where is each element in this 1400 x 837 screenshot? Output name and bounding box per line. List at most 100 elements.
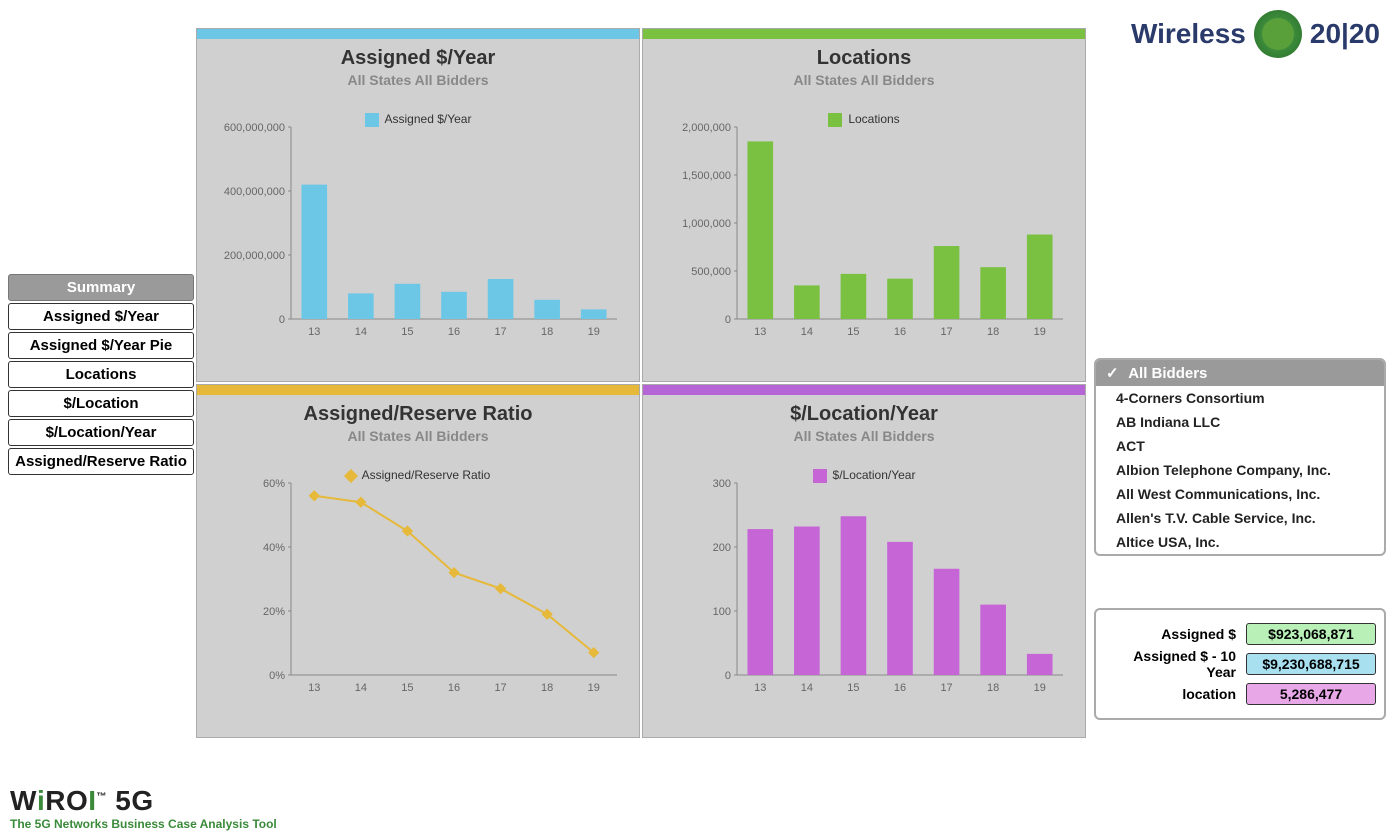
bar[interactable] — [794, 285, 820, 319]
panel-subtitle: All States All Bidders — [197, 428, 639, 444]
svg-text:0: 0 — [725, 670, 731, 682]
bidder-option-6[interactable]: Altice USA, Inc. — [1096, 530, 1384, 554]
nav-item-2[interactable]: Assigned $/Year Pie — [8, 332, 194, 359]
svg-text:1,500,000: 1,500,000 — [682, 170, 731, 182]
panel-subtitle: All States All Bidders — [643, 72, 1085, 88]
bidder-option-3[interactable]: Albion Telephone Company, Inc. — [1096, 458, 1384, 482]
marker-diamond-icon[interactable] — [309, 490, 320, 501]
svg-text:19: 19 — [588, 326, 600, 338]
panel-title: Assigned/Reserve Ratio — [197, 403, 639, 426]
svg-text:14: 14 — [801, 326, 813, 338]
panel-stripe — [197, 385, 639, 395]
brand-top-logo: Wireless 20|20 — [1131, 10, 1380, 58]
bar[interactable] — [441, 292, 467, 319]
svg-text:14: 14 — [355, 326, 367, 338]
marker-diamond-icon[interactable] — [355, 497, 366, 508]
chart-area: 010020030013141516171819 — [663, 477, 1073, 725]
nav-item-1[interactable]: Assigned $/Year — [8, 303, 194, 330]
bar[interactable] — [934, 246, 960, 319]
svg-text:15: 15 — [401, 326, 413, 338]
bidder-option-2[interactable]: ACT — [1096, 434, 1384, 458]
stats-label: Assigned $ - 10 Year — [1104, 648, 1246, 680]
svg-text:18: 18 — [541, 682, 553, 694]
bar[interactable] — [301, 185, 327, 319]
bar[interactable] — [887, 542, 913, 675]
marker-diamond-icon[interactable] — [495, 583, 506, 594]
bar[interactable] — [1027, 235, 1053, 319]
svg-text:100: 100 — [713, 606, 731, 618]
bidder-option-1[interactable]: AB Indiana LLC — [1096, 410, 1384, 434]
stats-value: 5,286,477 — [1246, 683, 1376, 705]
svg-text:0%: 0% — [269, 670, 285, 682]
svg-text:13: 13 — [754, 682, 766, 694]
nav-item-5[interactable]: $/Location/Year — [8, 419, 194, 446]
panel-subtitle: All States All Bidders — [197, 72, 639, 88]
svg-text:200: 200 — [713, 542, 731, 554]
bar[interactable] — [747, 529, 773, 675]
svg-text:18: 18 — [541, 326, 553, 338]
svg-text:0: 0 — [725, 314, 731, 326]
nav-item-6[interactable]: Assigned/Reserve Ratio — [8, 448, 194, 475]
bar[interactable] — [980, 605, 1006, 675]
bidders-header-label: All Bidders — [1128, 365, 1207, 382]
stats-row-1: Assigned $ - 10 Year$9,230,688,715 — [1104, 648, 1376, 680]
bar[interactable] — [841, 516, 867, 675]
check-icon: ✓ — [1106, 365, 1119, 382]
svg-text:0: 0 — [279, 314, 285, 326]
chart-svg: 0%20%40%60%13141516171819 — [217, 477, 627, 697]
bar[interactable] — [534, 300, 560, 319]
svg-text:17: 17 — [940, 682, 952, 694]
bar[interactable] — [747, 141, 773, 319]
panel-title: Locations — [643, 47, 1085, 70]
svg-text:400,000,000: 400,000,000 — [224, 186, 285, 198]
bar[interactable] — [841, 274, 867, 319]
chart-svg: 0200,000,000400,000,000600,000,000131415… — [217, 121, 627, 341]
stats-value: $9,230,688,715 — [1246, 653, 1376, 675]
bar[interactable] — [581, 309, 607, 319]
svg-text:17: 17 — [940, 326, 952, 338]
brand-bottom-main: WiROI™ 5G — [10, 785, 277, 817]
svg-text:16: 16 — [894, 326, 906, 338]
bar[interactable] — [1027, 654, 1053, 675]
chart-area: 0500,0001,000,0001,500,0002,000,00013141… — [663, 121, 1073, 369]
stats-label: Assigned $ — [1104, 626, 1246, 642]
svg-text:19: 19 — [1034, 682, 1046, 694]
nav-item-4[interactable]: $/Location — [8, 390, 194, 417]
brand-bottom-logo: WiROI™ 5G The 5G Networks Business Case … — [10, 785, 277, 831]
panel-assigned: Assigned $/YearAll States All BiddersAss… — [196, 28, 640, 382]
svg-text:20%: 20% — [263, 606, 285, 618]
panel-ratio: Assigned/Reserve Ratio All States All Bid… — [196, 384, 640, 738]
chart-area: 0%20%40%60%13141516171819 — [217, 477, 627, 725]
nav-item-0[interactable]: Summary — [8, 274, 194, 301]
svg-text:500,000: 500,000 — [691, 266, 731, 278]
panel-title: $/Location/Year — [643, 403, 1085, 426]
svg-text:2,000,000: 2,000,000 — [682, 122, 731, 134]
chart-svg: 0500,0001,000,0001,500,0002,000,00013141… — [663, 121, 1073, 341]
brand-circle-icon — [1254, 10, 1302, 58]
bar[interactable] — [348, 293, 374, 319]
stats-row-2: location5,286,477 — [1104, 683, 1376, 705]
bar[interactable] — [794, 527, 820, 675]
svg-text:300: 300 — [713, 478, 731, 490]
panel-title: Assigned $/Year — [197, 47, 639, 70]
svg-text:19: 19 — [1034, 326, 1046, 338]
panel-locations: LocationsAll States All BiddersLocations… — [642, 28, 1086, 382]
bar[interactable] — [488, 279, 514, 319]
svg-text:600,000,000: 600,000,000 — [224, 122, 285, 134]
bar[interactable] — [934, 569, 960, 675]
bidder-option-0[interactable]: 4-Corners Consortium — [1096, 386, 1384, 410]
bidder-option-4[interactable]: All West Communications, Inc. — [1096, 482, 1384, 506]
bidder-option-5[interactable]: Allen's T.V. Cable Service, Inc. — [1096, 506, 1384, 530]
svg-text:200,000,000: 200,000,000 — [224, 250, 285, 262]
bidders-header[interactable]: ✓ All Bidders — [1096, 360, 1384, 386]
bar[interactable] — [395, 284, 421, 319]
svg-text:15: 15 — [847, 682, 859, 694]
stats-label: location — [1104, 686, 1246, 702]
bar[interactable] — [980, 267, 1006, 319]
panel-stripe — [197, 29, 639, 39]
bidders-list[interactable]: ✓ All Bidders 4-Corners ConsortiumAB Ind… — [1094, 358, 1386, 556]
svg-text:13: 13 — [754, 326, 766, 338]
svg-text:17: 17 — [494, 326, 506, 338]
bar[interactable] — [887, 279, 913, 319]
nav-item-3[interactable]: Locations — [8, 361, 194, 388]
